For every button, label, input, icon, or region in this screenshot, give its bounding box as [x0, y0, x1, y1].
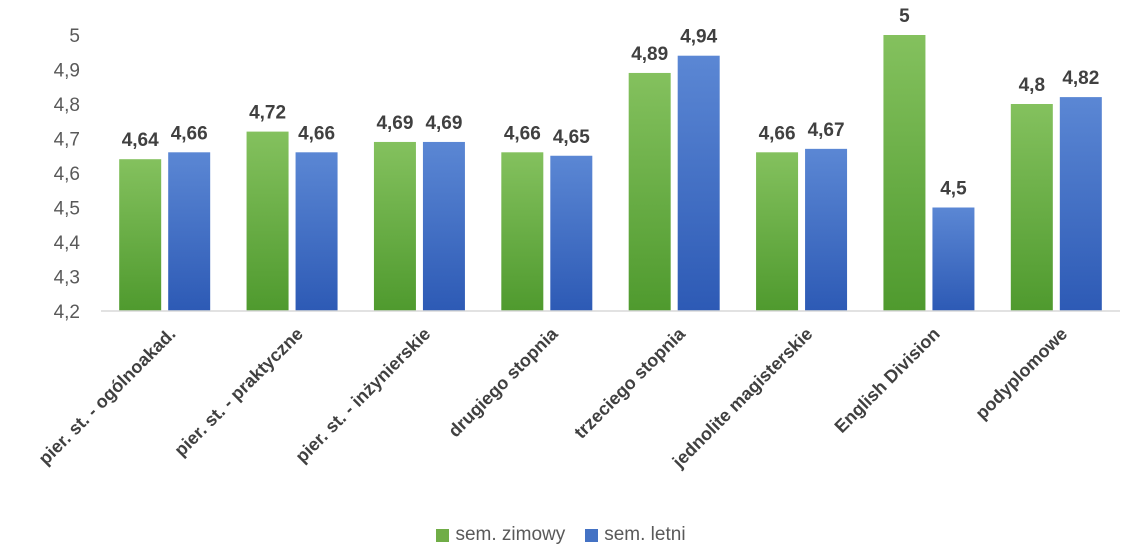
legend-swatch-green	[436, 528, 450, 542]
bar-letni	[1059, 97, 1102, 311]
legend-item-series-1: sem. zimowy	[436, 524, 565, 546]
legend-swatch-blue	[585, 528, 599, 542]
bar-zimowy	[756, 152, 799, 311]
data-label: 4,89	[631, 44, 668, 65]
bar-zimowy	[119, 159, 162, 311]
bar-letni	[422, 141, 465, 311]
bar-zimowy	[1010, 104, 1053, 311]
bar-letni	[805, 148, 848, 311]
bar-zimowy	[628, 72, 671, 311]
x-category-label: podyplomowe	[971, 324, 1071, 424]
bar-letni	[550, 155, 593, 311]
bar-letni	[295, 152, 338, 311]
y-tick-label: 4,8	[54, 95, 80, 116]
bar-zimowy	[246, 131, 289, 311]
bar-zimowy	[883, 35, 926, 311]
y-tick-label: 4,5	[54, 199, 80, 220]
data-label: 4,72	[249, 103, 286, 124]
y-tick-label: 4,4	[54, 233, 81, 254]
y-tick-label: 4,9	[54, 61, 80, 82]
data-label: 4,69	[425, 113, 462, 134]
data-label: 4,66	[171, 123, 208, 144]
x-category-label: jednolite magisterskie	[668, 324, 817, 473]
bar-letni	[677, 55, 720, 312]
bar-chart-plot: 4,2 4,3 4,4 4,5 4,6 4,7 4,8 4,9 5 4,64 4,66 4,72 4,…	[35, 6, 1120, 473]
legend-item-series-2: sem. letni	[585, 524, 686, 546]
legend-label-series-2: sem. letni	[604, 524, 686, 545]
bar-zimowy	[373, 141, 416, 311]
data-label: 4,66	[759, 123, 796, 144]
bar-letni	[168, 152, 211, 311]
data-label: 4,5	[940, 179, 967, 200]
legend: sem. zimowy sem. letni	[0, 524, 1122, 546]
x-category-label: pier. st. - ogólnoakad.	[35, 324, 180, 469]
x-category-label: pier. st. - praktyczne	[170, 324, 307, 461]
x-category-label: drugiego stopnia	[444, 323, 562, 441]
legend-label-series-1: sem. zimowy	[455, 524, 566, 545]
data-label: 4,8	[1019, 75, 1045, 96]
bar-zimowy	[501, 152, 544, 311]
y-tick-label: 4,2	[54, 302, 80, 323]
data-label: 4,66	[504, 123, 541, 144]
data-label: 4,82	[1062, 68, 1099, 89]
data-label: 4,66	[298, 123, 335, 144]
data-label: 4,64	[122, 130, 159, 151]
y-tick-label: 5	[69, 26, 80, 47]
bar-letni	[932, 207, 975, 311]
data-label: 4,67	[808, 120, 845, 141]
y-tick-label: 4,7	[54, 130, 80, 151]
data-label: 4,69	[376, 113, 413, 134]
x-category-label: trzeciego stopnia	[570, 323, 690, 443]
x-category-label: English Division	[831, 324, 944, 437]
data-label: 4,94	[680, 27, 717, 48]
x-category-label: pier. st. - inżynierskie	[291, 324, 434, 467]
data-label: 4,65	[553, 127, 590, 148]
y-tick-label: 4,3	[54, 268, 80, 289]
data-label: 5	[899, 6, 910, 27]
y-tick-label: 4,6	[54, 164, 80, 185]
